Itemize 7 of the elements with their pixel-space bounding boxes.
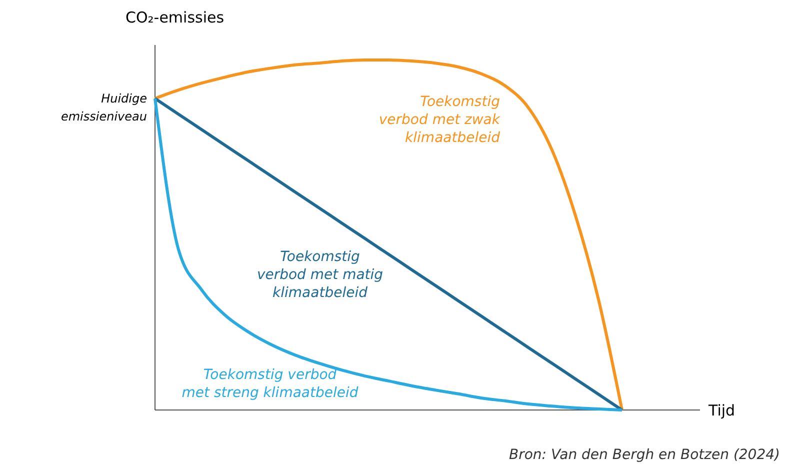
y-axis-title: CO₂-emissies bbox=[126, 8, 224, 26]
annotation: Huidige emissieniveau bbox=[60, 92, 148, 124]
series-label: Toekomstig verbod met streng klimaatbeleid bbox=[182, 367, 358, 401]
x-axis-title: Tijd bbox=[708, 402, 736, 420]
series-label: Toekomstig verbod met matig klimaatbeleid bbox=[256, 249, 384, 301]
text: Bron: Van den Bergh en Botzen (2024) bbox=[509, 447, 780, 463]
series-label: Toekomstig verbod met zwak klimaatbeleid bbox=[378, 94, 501, 146]
